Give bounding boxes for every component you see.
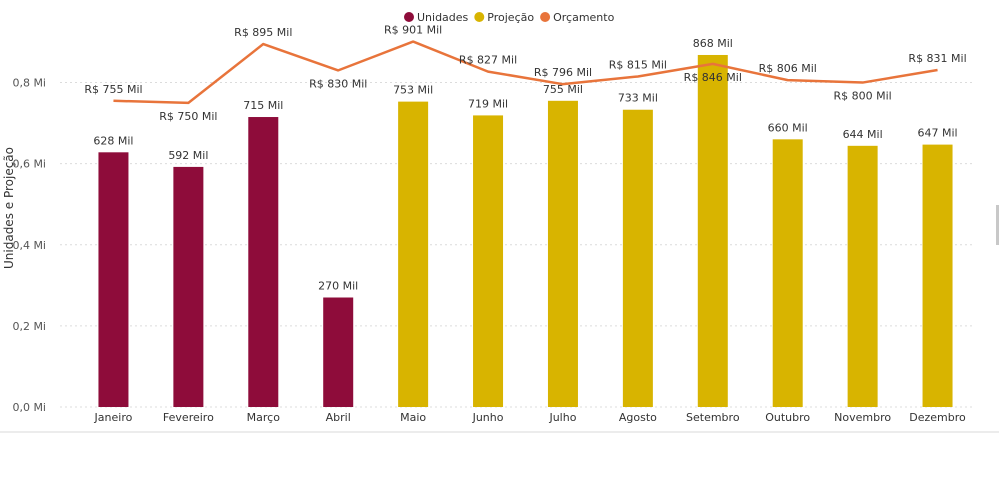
line-point[interactable] — [485, 69, 491, 75]
x-tick-label: Fevereiro — [163, 411, 214, 424]
line-point[interactable] — [335, 67, 341, 73]
line-data-label: R$ 831 Mil — [908, 52, 966, 65]
bar-data-label: 753 Mil — [393, 84, 433, 97]
bar-labels: 628 Mil 592 Mil 715 Mil 270 Mil 753 Mil 719 M… — [93, 37, 957, 293]
bar-projeção[interactable] — [547, 100, 578, 408]
line-data-label: R$ 750 Mil — [159, 110, 217, 123]
x-tick-label: Janeiro — [94, 411, 133, 424]
line-point[interactable] — [110, 98, 116, 104]
x-tick-label: Setembro — [686, 411, 740, 424]
line-point[interactable] — [410, 39, 416, 45]
line-point[interactable] — [635, 73, 641, 79]
line-data-label: R$ 901 Mil — [384, 24, 442, 37]
bar-projeção[interactable] — [398, 101, 429, 407]
legend-item[interactable]: Orçamento — [540, 11, 615, 24]
x-tick-label: Abril — [326, 411, 351, 424]
bar-projeção[interactable] — [697, 54, 728, 407]
y-axis-label: Unidades e Projeção — [2, 147, 16, 269]
x-tick-label: Junho — [472, 411, 504, 424]
bar-projeção[interactable] — [772, 139, 803, 408]
line-data-label: R$ 796 Mil — [534, 66, 592, 79]
bar-projeção[interactable] — [473, 115, 504, 408]
line-data-label: R$ 755 Mil — [84, 83, 142, 96]
bar-data-label: 733 Mil — [618, 92, 658, 105]
bar-projeção[interactable] — [922, 144, 953, 407]
y-tick-label: 0,2 Mi — [12, 320, 46, 333]
line-data-label: R$ 800 Mil — [834, 90, 892, 103]
bar-data-label: 868 Mil — [693, 37, 733, 50]
legend-item[interactable]: Unidades — [404, 11, 469, 24]
scrollbar-thumb[interactable] — [996, 205, 999, 245]
legend-marker — [540, 12, 551, 22]
bar-data-label: 644 Mil — [843, 128, 883, 141]
legend[interactable]: Unidades Projeção Orçamento — [404, 11, 615, 24]
line-point[interactable] — [710, 61, 716, 67]
y-tick-label: 0,0 Mi — [12, 401, 46, 414]
legend-label: Orçamento — [553, 11, 614, 24]
line-data-label: R$ 846 Mil — [684, 71, 742, 84]
x-tick-label: Dezembro — [909, 411, 966, 424]
bars — [98, 54, 953, 408]
bar-data-label: 647 Mil — [917, 127, 957, 140]
bar-data-label: 592 Mil — [168, 149, 208, 162]
bar-data-label: 755 Mil — [543, 83, 583, 96]
y-tick-label: 0,8 Mi — [12, 77, 46, 90]
x-tick-label: Maio — [400, 411, 426, 424]
legend-marker — [404, 12, 414, 22]
y-tick-label: 0,4 Mi — [12, 239, 46, 252]
bar-unidades[interactable] — [98, 152, 129, 407]
legend-marker — [474, 12, 485, 22]
budget-line — [110, 39, 941, 106]
line-orçamento[interactable] — [113, 40, 938, 105]
bar-projeção[interactable] — [622, 109, 653, 407]
bar-data-label: 719 Mil — [468, 97, 508, 110]
legend-label: Projeção — [487, 11, 534, 24]
bar-data-label: 660 Mil — [768, 121, 808, 134]
bar-data-label: 715 Mil — [243, 99, 283, 112]
bar-unidades[interactable] — [323, 297, 354, 408]
legend-label: Unidades — [417, 11, 469, 24]
bar-data-label: 270 Mil — [318, 280, 358, 293]
line-data-label: R$ 827 Mil — [459, 54, 517, 67]
y-tick-label: 0,6 Mi — [12, 158, 46, 171]
x-tick-label: Novembro — [834, 411, 891, 424]
x-axis-ticks: Janeiro Fevereiro Março Abril Maio Junho Julho… — [94, 411, 966, 424]
x-tick-label: Outubro — [765, 411, 810, 424]
x-tick-label: Agosto — [619, 411, 657, 424]
line-data-label: R$ 830 Mil — [309, 77, 367, 90]
line-data-label: R$ 815 Mil — [609, 58, 667, 71]
line-data-label: R$ 895 Mil — [234, 26, 292, 39]
bar-data-label: 628 Mil — [93, 134, 133, 147]
bar-unidades[interactable] — [173, 166, 204, 407]
line-point[interactable] — [560, 81, 566, 87]
legend-item[interactable]: Projeção — [474, 11, 534, 24]
line-point[interactable] — [785, 77, 791, 83]
line-point[interactable] — [185, 100, 191, 106]
bar-projeção[interactable] — [847, 145, 878, 408]
bar-unidades[interactable] — [248, 117, 279, 408]
x-tick-label: Julho — [548, 411, 576, 424]
y-axis-ticks: 0,0 Mi 0,2 Mi 0,4 Mi 0,6 Mi 0,8 Mi — [12, 77, 46, 414]
line-point[interactable] — [260, 41, 266, 47]
budget-labels: R$ 755 Mil R$ 750 Mil R$ 895 Mil R$ 830 Mil… — [84, 24, 966, 123]
line-data-label: R$ 806 Mil — [759, 62, 817, 75]
line-point[interactable] — [860, 80, 866, 86]
line-point[interactable] — [935, 67, 941, 73]
x-tick-label: Março — [247, 411, 281, 424]
